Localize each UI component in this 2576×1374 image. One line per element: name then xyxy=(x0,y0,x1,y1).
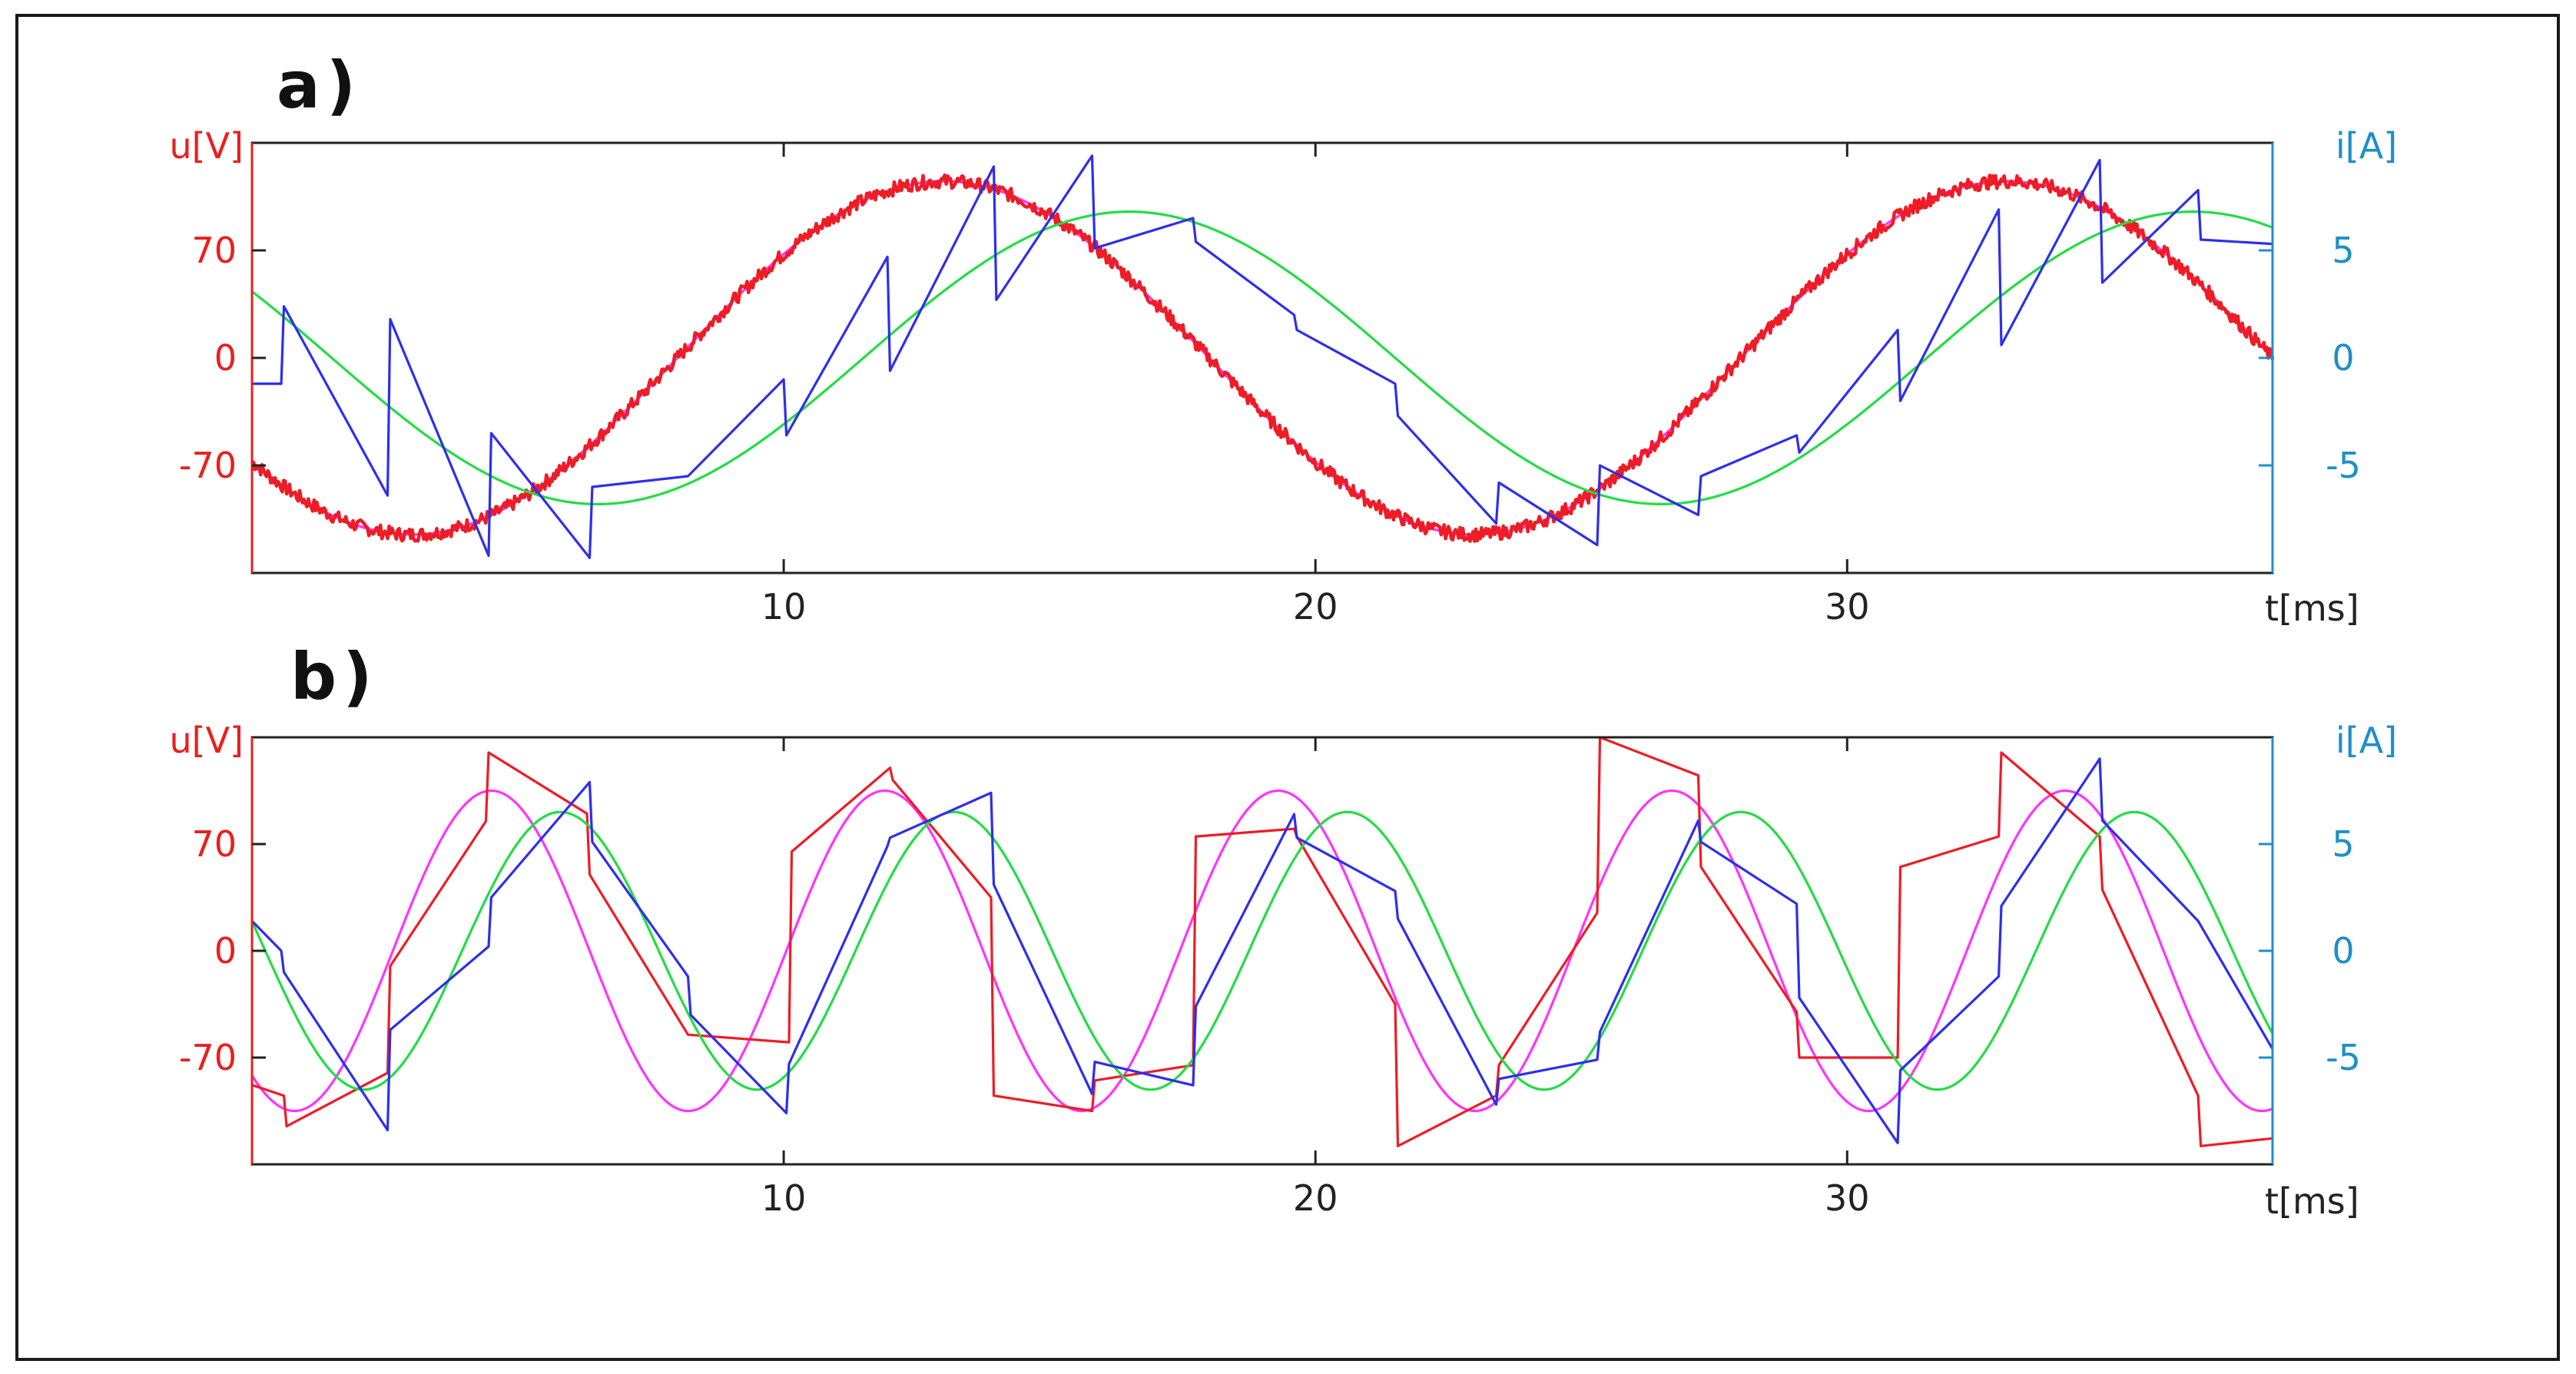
panel-b-xlabel: t[ms] xyxy=(2265,1180,2359,1222)
panel-b-xtick-label-0: 10 xyxy=(761,1177,807,1219)
panel-a-ylabel-right: i[A] xyxy=(2336,125,2397,167)
panel-a-ytick-left-label-1: 0 xyxy=(214,337,237,379)
panel-b-label: b) xyxy=(290,639,379,714)
panel-b-ytick-left-label-2: 70 xyxy=(191,823,237,865)
panel-b-axis-box xyxy=(250,736,2274,1166)
panel-a-xtick-label-1: 20 xyxy=(1293,586,1338,627)
panel-b-series-1 xyxy=(251,736,2273,1147)
panel-a-ytick-right-label-0: -5 xyxy=(2326,445,2361,486)
panel-a-xlabel: t[ms] xyxy=(2265,588,2359,629)
panel-b-ylabel-right: i[A] xyxy=(2336,720,2397,761)
panel-b-ytick-right-label-1: 0 xyxy=(2332,930,2354,972)
panel-b-ytick-left-label-0: -70 xyxy=(179,1037,237,1078)
panel-a-plot xyxy=(250,154,2275,559)
panel-b-series-2 xyxy=(250,810,2274,1091)
panel-b: b) u[V] i[A] t[ms] xyxy=(169,639,2397,1222)
panel-a-ylabel-left: u[V] xyxy=(169,125,244,167)
panel-a-axis-box xyxy=(250,141,2274,574)
panel-a-ytick-right-label-2: 5 xyxy=(2332,230,2354,271)
panel-b-ylabel-left: u[V] xyxy=(169,720,244,761)
panel-a-ytick-right-label-1: 0 xyxy=(2332,337,2354,379)
panel-b-ytick-right-label-2: 5 xyxy=(2332,823,2354,865)
panel-a-series-2 xyxy=(251,210,2273,505)
panel-b-xtick-label-2: 30 xyxy=(1825,1177,1870,1219)
panel-a-ytick-left-label-0: -70 xyxy=(179,445,237,486)
panel-a-label: a) xyxy=(277,48,362,123)
panel-b-ytick-right-label-0: -5 xyxy=(2326,1037,2361,1078)
panel-a-series-0 xyxy=(250,180,2274,536)
panel-a-xtick-label-0: 10 xyxy=(761,586,807,627)
figure-frame xyxy=(15,14,2560,1361)
panel-b-xtick-label-1: 20 xyxy=(1293,1177,1338,1219)
panel-b-series-3 xyxy=(250,757,2274,1144)
panel-a: a) u[V] i[A] t[ms] xyxy=(169,48,2397,629)
panel-a-series-3 xyxy=(252,154,2273,559)
panel-b-series-0 xyxy=(250,789,2273,1113)
panel-a-xtick-label-2: 30 xyxy=(1825,586,1870,627)
panel-a-ytick-left-label-2: 70 xyxy=(191,230,237,271)
panel-b-ytick-left-label-1: 0 xyxy=(214,930,237,972)
panel-a-series-1 xyxy=(251,173,2275,543)
panel-b-plot xyxy=(250,736,2274,1147)
